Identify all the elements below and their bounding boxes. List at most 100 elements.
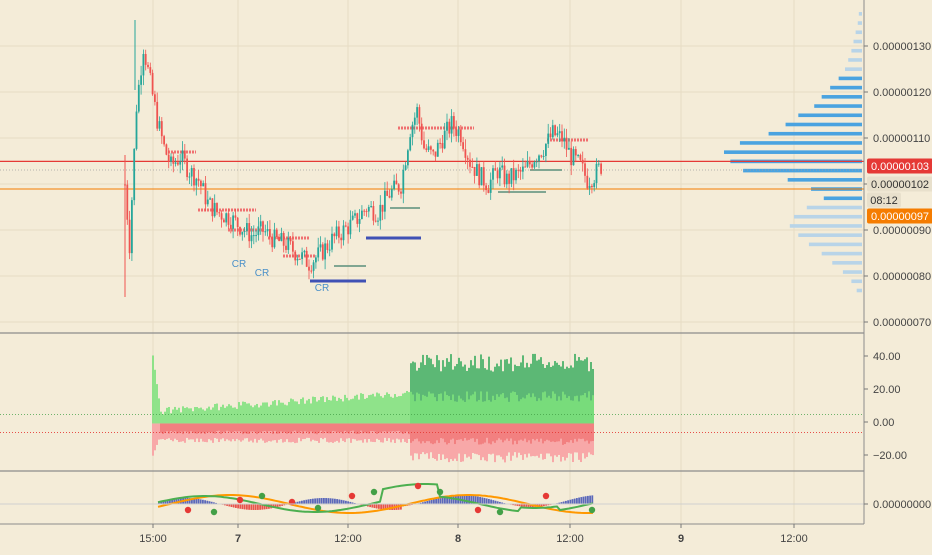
candle-body[interactable] — [545, 144, 547, 156]
candle-body[interactable] — [476, 164, 478, 176]
candle-body[interactable] — [419, 107, 421, 124]
candle-body[interactable] — [504, 166, 506, 185]
candle-body[interactable] — [345, 226, 347, 227]
candle-body[interactable] — [494, 168, 496, 170]
candle-body[interactable] — [435, 151, 437, 156]
candle-body[interactable] — [212, 198, 214, 216]
candle-body[interactable] — [492, 168, 494, 179]
candle-body[interactable] — [306, 251, 308, 267]
candle-body[interactable] — [333, 234, 335, 236]
candle-body[interactable] — [563, 138, 565, 142]
candle-body[interactable] — [373, 206, 375, 221]
candle-body[interactable] — [501, 166, 503, 168]
candle-body[interactable] — [534, 162, 536, 167]
candle-body[interactable] — [391, 189, 393, 197]
candle-body[interactable] — [177, 162, 179, 164]
candle-body[interactable] — [379, 205, 381, 221]
candle-body[interactable] — [488, 190, 490, 193]
candle-body[interactable] — [465, 149, 467, 158]
candle-body[interactable] — [421, 124, 423, 141]
candle-body[interactable] — [248, 223, 250, 241]
candle-body[interactable] — [262, 221, 264, 231]
candle-body[interactable] — [570, 148, 572, 165]
candle-body[interactable] — [400, 192, 402, 194]
candle-body[interactable] — [343, 226, 345, 241]
candle-body[interactable] — [515, 170, 517, 180]
candle-body[interactable] — [596, 164, 598, 183]
candle-body[interactable] — [430, 146, 432, 149]
candle-body[interactable] — [186, 159, 188, 177]
candle-body[interactable] — [557, 133, 559, 135]
candle-body[interactable] — [540, 155, 542, 156]
candle-body[interactable] — [221, 213, 223, 219]
candle-body[interactable] — [423, 140, 425, 148]
candle-body[interactable] — [485, 186, 487, 191]
candle-body[interactable] — [287, 238, 289, 250]
candle-body[interactable] — [278, 237, 280, 241]
candle-body[interactable] — [202, 183, 204, 186]
candle-body[interactable] — [524, 167, 526, 168]
candle-body[interactable] — [172, 157, 174, 164]
candle-body[interactable] — [439, 143, 441, 144]
candle-body[interactable] — [386, 191, 388, 196]
candle-body[interactable] — [198, 179, 200, 181]
candle-body[interactable] — [405, 165, 407, 170]
indicator2-axis[interactable]: 0.00000000 — [864, 499, 931, 511]
candle-body[interactable] — [589, 186, 591, 188]
candle-body[interactable] — [143, 54, 145, 75]
candle-body[interactable] — [561, 131, 563, 141]
candle-body[interactable] — [184, 151, 186, 159]
candle-body[interactable] — [580, 155, 582, 160]
candle-body[interactable] — [147, 65, 149, 67]
candle-body[interactable] — [573, 149, 575, 165]
candle-body[interactable] — [412, 125, 414, 137]
candle-body[interactable] — [154, 94, 156, 102]
candle-body[interactable] — [517, 170, 519, 171]
candle-body[interactable] — [478, 164, 480, 185]
candle-body[interactable] — [543, 156, 545, 157]
candle-body[interactable] — [467, 158, 469, 160]
candle-body[interactable] — [163, 136, 165, 144]
candle-body[interactable] — [301, 252, 303, 259]
candle-body[interactable] — [414, 118, 416, 125]
candle-body[interactable] — [175, 162, 177, 163]
candle-body[interactable] — [471, 167, 473, 168]
candle-body[interactable] — [336, 227, 338, 237]
candle-body[interactable] — [290, 238, 292, 241]
candle-body[interactable] — [182, 151, 184, 162]
candle-body[interactable] — [451, 116, 453, 134]
candle-body[interactable] — [538, 155, 540, 161]
candle-body[interactable] — [274, 230, 276, 248]
candle-body[interactable] — [159, 121, 161, 128]
candle-body[interactable] — [497, 171, 499, 179]
candle-body[interactable] — [499, 168, 501, 179]
candle-body[interactable] — [276, 230, 278, 237]
candle-body[interactable] — [396, 181, 398, 185]
candle-body[interactable] — [322, 244, 324, 259]
candle-body[interactable] — [136, 112, 138, 149]
candle-body[interactable] — [389, 196, 391, 198]
candle-body[interactable] — [161, 121, 163, 136]
candle-body[interactable] — [398, 184, 400, 191]
candle-body[interactable] — [582, 160, 584, 164]
candle-body[interactable] — [241, 232, 243, 235]
candle-body[interactable] — [260, 221, 262, 226]
candle-body[interactable] — [152, 73, 154, 94]
candle-body[interactable] — [354, 213, 356, 215]
candle-body[interactable] — [237, 218, 239, 227]
candle-body[interactable] — [511, 168, 513, 184]
candle-body[interactable] — [483, 167, 485, 185]
candle-body[interactable] — [225, 213, 227, 222]
candle-body[interactable] — [246, 223, 248, 231]
candle-body[interactable] — [370, 206, 372, 207]
candle-body[interactable] — [458, 130, 460, 136]
candle-body[interactable] — [129, 220, 131, 253]
candle-body[interactable] — [462, 142, 464, 149]
candle-body[interactable] — [338, 227, 340, 238]
candle-body[interactable] — [168, 155, 170, 162]
candle-body[interactable] — [529, 161, 531, 164]
candle-body[interactable] — [490, 180, 492, 193]
candle-body[interactable] — [281, 233, 283, 241]
candle-body[interactable] — [384, 191, 386, 212]
